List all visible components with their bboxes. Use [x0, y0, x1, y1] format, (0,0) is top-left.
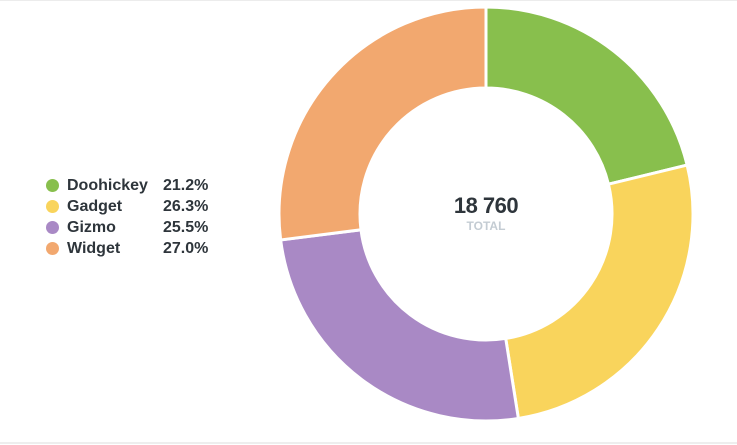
legend-item-gadget[interactable]: Gadget 26.3%	[46, 196, 208, 217]
donut-slice-widget[interactable]	[277, 5, 488, 242]
legend-percent: 21.2%	[163, 176, 209, 194]
legend-dot-icon	[46, 179, 59, 192]
legend-percent: 26.3%	[163, 197, 209, 215]
legend-dot-icon	[46, 242, 59, 255]
legend-item-widget[interactable]: Widget 27.0%	[46, 238, 208, 259]
total-value: 18 760	[453, 193, 519, 218]
bottom-divider	[0, 442, 737, 444]
donut-center: 18 760 TOTAL	[386, 193, 586, 233]
donut-slice-doohickey[interactable]	[484, 5, 689, 187]
legend-item-gizmo[interactable]: Gizmo 25.5%	[46, 217, 208, 238]
top-divider	[0, 0, 737, 1]
legend-label: Doohickey	[67, 176, 148, 194]
legend-percent: 27.0%	[163, 239, 209, 257]
donut-slice-gadget[interactable]	[503, 163, 695, 421]
legend-percent: 25.5%	[163, 218, 209, 236]
legend-dot-icon	[46, 200, 59, 213]
legend-label: Widget	[67, 239, 121, 257]
total-label: TOTAL	[466, 219, 506, 233]
legend-label: Gadget	[67, 197, 123, 215]
legend-item-doohickey[interactable]: Doohickey 21.2%	[46, 175, 208, 196]
donut-slice-gizmo[interactable]	[278, 228, 521, 423]
legend-label: Gizmo	[67, 218, 116, 236]
legend-dot-icon	[46, 221, 59, 234]
chart-legend: Doohickey 21.2% Gadget 26.3% Gizmo 25.5%…	[46, 175, 208, 259]
donut-slices[interactable]	[277, 5, 695, 423]
